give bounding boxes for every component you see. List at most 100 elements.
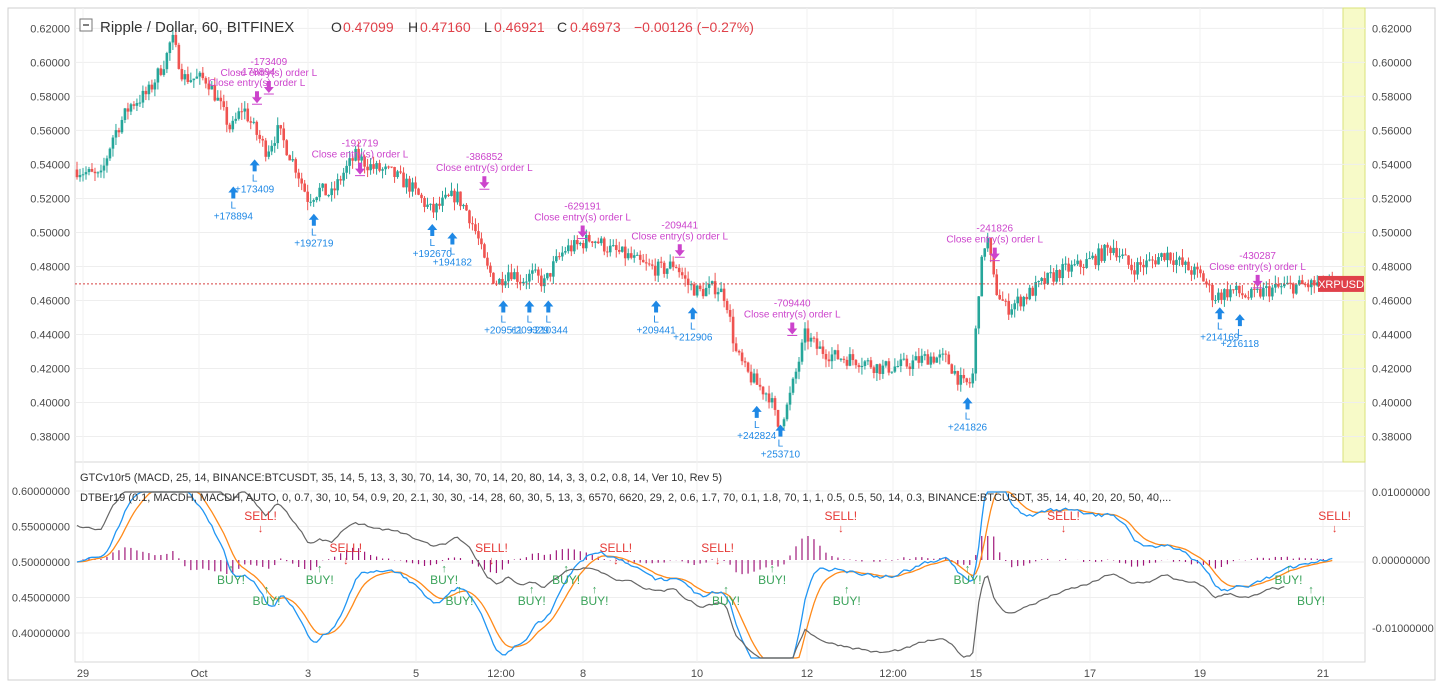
- candle-body: [1256, 288, 1259, 290]
- candle-body: [632, 255, 636, 258]
- candle-body: [941, 353, 945, 355]
- candle-body: [992, 255, 996, 275]
- candle-body: [357, 148, 360, 161]
- candle-body: [1172, 260, 1175, 265]
- price-pane[interactable]: [74, 7, 1366, 463]
- long-entry-amount: +253710: [761, 450, 801, 461]
- time-axis[interactable]: 29 Oct 3 5 12:00 8 10 12 12:00 15 17 19 21: [77, 668, 1329, 680]
- candle-body: [854, 360, 858, 366]
- candle-body: [863, 361, 867, 366]
- candle-body: [1091, 255, 1094, 259]
- candle-body: [441, 197, 444, 206]
- buy-arrow-icon: ↑: [965, 563, 971, 575]
- price-tick-right: 0.62000: [1372, 23, 1412, 35]
- close-entry-label: Close entry(s) order L: [744, 309, 841, 320]
- candle-body: [1199, 269, 1202, 274]
- buy-arrow-icon: ↑: [1308, 584, 1314, 596]
- candle-body: [617, 249, 621, 252]
- buy-arrow-icon: ↑: [457, 584, 463, 596]
- candle-body: [378, 163, 381, 171]
- long-entry-tag: L: [252, 173, 258, 184]
- close-entry-amount: -178894: [239, 67, 276, 78]
- long-entry-amount: +194182: [433, 257, 473, 268]
- candle-body: [1274, 283, 1277, 288]
- candle-body: [1010, 309, 1014, 315]
- time-tick-label: 5: [413, 668, 419, 680]
- time-tick-label: 17: [1084, 668, 1096, 680]
- candle-body: [689, 284, 693, 286]
- ohlc-l-value: 0.46921: [494, 19, 545, 35]
- candle-body: [1232, 289, 1235, 291]
- buy-signal-label: BUY!: [1274, 573, 1302, 587]
- buy-arrow-icon: ↑: [844, 584, 850, 596]
- candle-body: [974, 328, 978, 374]
- candle-body: [791, 378, 795, 393]
- candle-body: [1100, 248, 1103, 261]
- candle-body: [1049, 272, 1052, 274]
- candle-body: [480, 238, 483, 245]
- candle-body: [471, 223, 474, 225]
- candle-body: [1022, 296, 1025, 307]
- candle-body: [908, 366, 912, 370]
- candle-body: [869, 360, 873, 368]
- close-entry-label: Close entry(s) order L: [220, 68, 317, 79]
- candle-body: [270, 145, 274, 152]
- price-tick-right: 0.44000: [1372, 329, 1412, 341]
- long-entry-amount: +210344: [529, 325, 569, 336]
- candle-body: [1055, 269, 1058, 282]
- close-entry-arrow-icon: [479, 176, 490, 189]
- candle-body: [926, 354, 930, 365]
- candle-body: [1112, 247, 1115, 254]
- candle-body: [1169, 252, 1172, 261]
- candle-body: [1265, 286, 1268, 288]
- price-axis-right[interactable]: 0.62000 0.60000 0.58000 0.56000 0.54000 0.520…: [1372, 23, 1412, 443]
- long-entry-arrow-icon: [962, 397, 973, 410]
- candle-body: [387, 166, 390, 168]
- candle-body: [537, 269, 540, 276]
- candle-body: [555, 256, 558, 262]
- candle-body: [396, 171, 399, 178]
- macd-line: [76, 491, 1333, 659]
- candle-body: [393, 166, 396, 178]
- buy-arrow-icon: ↑: [592, 584, 598, 596]
- candle-body: [959, 374, 963, 385]
- buy-arrow-icon: ↑: [563, 563, 569, 575]
- symbol-title[interactable]: Ripple / Dollar, 60, BITFINEX: [100, 19, 294, 36]
- indicator-tick-right: 0.01000000: [1372, 487, 1430, 499]
- price-tick-left: 0.58000: [30, 91, 70, 103]
- candle-body: [324, 183, 327, 196]
- candle-body: [728, 309, 732, 317]
- candle-body: [635, 254, 639, 256]
- candle-body: [276, 125, 280, 144]
- symbol-badge[interactable]: [1318, 275, 1364, 292]
- indicator-legend-dtbe[interactable]: DTBEr19 (0.1, MACDH, MACDH, AUTO, 0, 0.7…: [80, 492, 1171, 504]
- candle-body: [1262, 287, 1265, 297]
- candle-body: [420, 194, 423, 198]
- candle-body: [599, 238, 603, 244]
- candle-body: [1070, 264, 1073, 272]
- candle-body: [513, 272, 516, 280]
- indicator-legend-gtc[interactable]: GTCv10r5 (MACD, 25, 14, BINANCE:BTCUSDT,…: [80, 472, 722, 484]
- sell-arrow-icon: ↓: [838, 523, 844, 535]
- candle-body: [626, 253, 630, 259]
- candle-body: [168, 42, 172, 54]
- future-highlight-border: [1342, 7, 1366, 463]
- price-tick-left: 0.62000: [30, 23, 70, 35]
- indicator-axis-right[interactable]: 0.01000000 0.00000000 -0.01000000: [1372, 487, 1434, 635]
- price-tick-right: 0.60000: [1372, 57, 1412, 69]
- sell-arrow-icon: ↓: [1061, 523, 1067, 535]
- sell-signal-label: SELL!: [1047, 509, 1080, 523]
- candle-body: [743, 361, 747, 363]
- long-entry-arrow-icon: [687, 307, 698, 320]
- price-tick-left: 0.52000: [30, 193, 70, 205]
- candle-body: [932, 356, 936, 363]
- close-entry-arrow-icon: [1252, 274, 1263, 287]
- long-entry-arrow-icon: [1214, 307, 1225, 320]
- candle-body: [507, 272, 510, 282]
- candle-body: [522, 281, 525, 284]
- candle-body: [977, 296, 981, 329]
- candle-body: [839, 358, 843, 360]
- candle-body: [573, 240, 576, 252]
- close-entry-amount: -709440: [774, 298, 811, 309]
